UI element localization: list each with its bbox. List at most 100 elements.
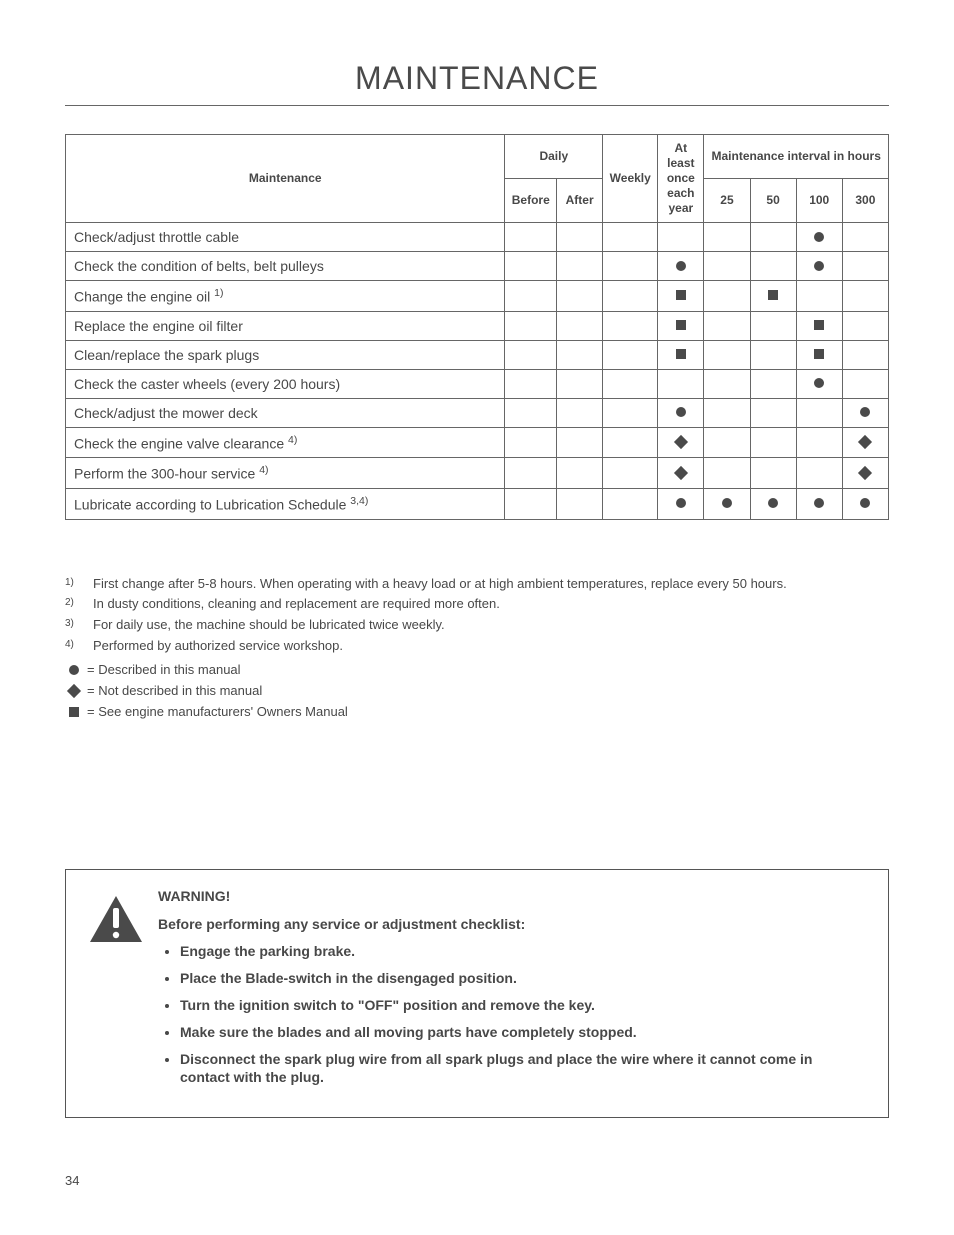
mark-cell [658, 252, 704, 281]
square-mark-icon [69, 707, 79, 717]
footnote-num: 4) [65, 637, 93, 656]
circle-mark-icon [814, 498, 824, 508]
task-cell: Replace the engine oil filter [66, 311, 505, 340]
mark-cell [603, 223, 658, 252]
mark-cell [842, 427, 888, 458]
diamond-mark-icon [67, 683, 81, 697]
legend-symbol [65, 665, 83, 675]
mark-cell [796, 458, 842, 489]
footnote-text: For daily use, the machine should be lub… [93, 616, 889, 635]
footnote: 2)In dusty conditions, cleaning and repl… [65, 595, 889, 614]
warning-body: WARNING! Before performing any service o… [158, 888, 866, 1095]
mark-cell [557, 223, 603, 252]
mark-cell [750, 311, 796, 340]
page-number: 34 [65, 1173, 889, 1188]
diamond-mark-icon [674, 435, 688, 449]
table-row: Change the engine oil 1) [66, 281, 889, 312]
mark-cell [704, 340, 750, 369]
th-50: 50 [750, 179, 796, 223]
task-cell: Check/adjust the mower deck [66, 398, 505, 427]
mark-cell [505, 311, 557, 340]
table-head: Maintenance Daily Weekly At least once e… [66, 135, 889, 223]
th-before: Before [505, 179, 557, 223]
mark-cell [603, 398, 658, 427]
mark-cell [704, 458, 750, 489]
mark-cell [750, 252, 796, 281]
mark-cell [557, 281, 603, 312]
mark-cell [842, 369, 888, 398]
mark-cell [796, 398, 842, 427]
mark-cell [704, 311, 750, 340]
task-cell: Clean/replace the spark plugs [66, 340, 505, 369]
mark-cell [750, 458, 796, 489]
task-cell: Check the engine valve clearance 4) [66, 427, 505, 458]
legend-row: = Not described in this manual [65, 683, 889, 698]
mark-cell [603, 458, 658, 489]
th-100: 100 [796, 179, 842, 223]
table-row: Check/adjust throttle cable [66, 223, 889, 252]
mark-cell [704, 398, 750, 427]
mark-cell [842, 311, 888, 340]
mark-cell [750, 398, 796, 427]
th-yearly: At least once each year [658, 135, 704, 223]
warning-list: Engage the parking brake.Place the Blade… [158, 942, 866, 1087]
maintenance-table: Maintenance Daily Weekly At least once e… [65, 134, 889, 520]
mark-cell [603, 488, 658, 519]
mark-cell [603, 369, 658, 398]
legend-symbol [65, 686, 83, 696]
table-row: Check the engine valve clearance 4) [66, 427, 889, 458]
square-mark-icon [814, 320, 824, 330]
mark-cell [505, 488, 557, 519]
mark-cell [603, 281, 658, 312]
footnote-num: 1) [65, 575, 93, 594]
circle-mark-icon [814, 232, 824, 242]
square-mark-icon [676, 349, 686, 359]
th-daily: Daily [505, 135, 603, 179]
task-cell: Check/adjust throttle cable [66, 223, 505, 252]
circle-mark-icon [860, 498, 870, 508]
footnote-text: First change after 5-8 hours. When opera… [93, 575, 889, 594]
table-row: Clean/replace the spark plugs [66, 340, 889, 369]
mark-cell [505, 427, 557, 458]
circle-mark-icon [768, 498, 778, 508]
mark-cell [658, 340, 704, 369]
task-cell: Check the condition of belts, belt pulle… [66, 252, 505, 281]
square-mark-icon [768, 290, 778, 300]
mark-cell [750, 427, 796, 458]
mark-cell [557, 311, 603, 340]
square-mark-icon [676, 290, 686, 300]
table-row: Lubricate according to Lubrication Sched… [66, 488, 889, 519]
circle-mark-icon [722, 498, 732, 508]
footnote-num: 3) [65, 616, 93, 635]
mark-cell [557, 252, 603, 281]
table-row: Check/adjust the mower deck [66, 398, 889, 427]
diamond-mark-icon [858, 435, 872, 449]
mark-cell [603, 252, 658, 281]
mark-cell [505, 281, 557, 312]
footnote-text: In dusty conditions, cleaning and replac… [93, 595, 889, 614]
diamond-mark-icon [674, 466, 688, 480]
mark-cell [842, 281, 888, 312]
task-cell: Check the caster wheels (every 200 hours… [66, 369, 505, 398]
mark-cell [704, 281, 750, 312]
mark-cell [557, 427, 603, 458]
mark-cell [505, 340, 557, 369]
footnote: 4)Performed by authorized service worksh… [65, 637, 889, 656]
mark-cell [658, 223, 704, 252]
mark-cell [557, 398, 603, 427]
mark-cell [704, 223, 750, 252]
footnote: 3)For daily use, the machine should be l… [65, 616, 889, 635]
legend-row: = Described in this manual [65, 662, 889, 677]
th-25: 25 [704, 179, 750, 223]
mark-cell [557, 340, 603, 369]
mark-cell [658, 458, 704, 489]
mark-cell [796, 427, 842, 458]
mark-cell [842, 398, 888, 427]
mark-cell [704, 369, 750, 398]
circle-mark-icon [676, 407, 686, 417]
mark-cell [796, 340, 842, 369]
circle-mark-icon [860, 407, 870, 417]
mark-cell [842, 252, 888, 281]
warning-item: Turn the ignition switch to "OFF" positi… [180, 996, 866, 1015]
warning-item: Engage the parking brake. [180, 942, 866, 961]
